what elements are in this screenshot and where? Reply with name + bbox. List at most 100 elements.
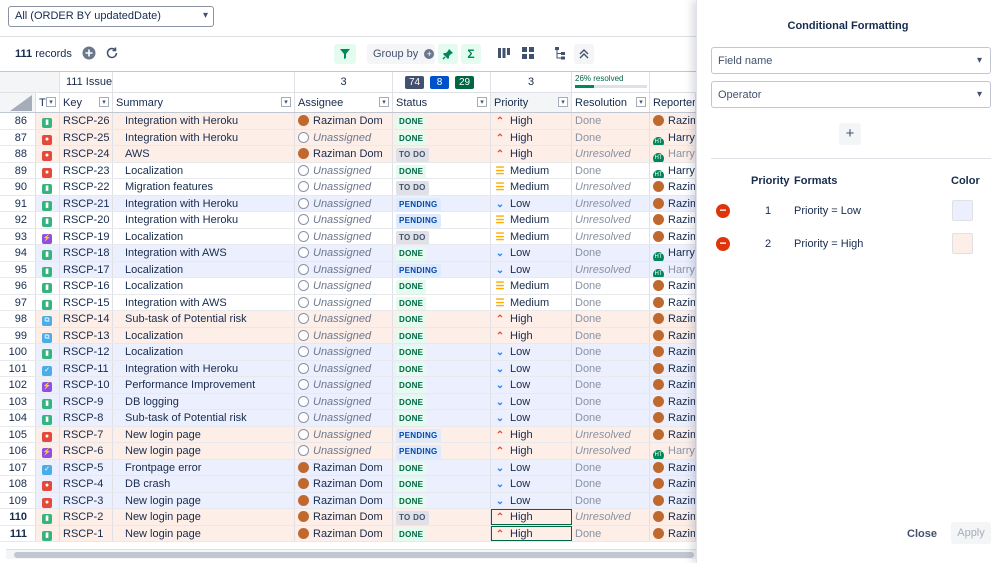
cell-type[interactable]: ▮: [36, 410, 60, 426]
cell-num[interactable]: 99: [0, 327, 36, 343]
table-row[interactable]: 93 ⚡ RSCP-19 Localization Unassigned TO DO ☰ Me…: [0, 228, 696, 245]
remove-icon[interactable]: −: [716, 237, 730, 251]
column-header-assignee[interactable]: Assignee ▾: [295, 93, 393, 112]
cell-num[interactable]: 108: [0, 476, 36, 492]
add-format-button[interactable]: +: [839, 123, 861, 145]
cell-summary[interactable]: New login page: [113, 426, 295, 442]
collapse-icon[interactable]: [574, 44, 594, 64]
cell-summary[interactable]: Migration features: [113, 179, 295, 195]
table-row[interactable]: 102 ⚡ RSCP-10 Performance Improvement Unassi…: [0, 377, 696, 394]
cell-assignee[interactable]: Unassigned: [295, 393, 393, 409]
cell-resolution[interactable]: Done: [572, 162, 650, 178]
cell-summary[interactable]: Performance Improvement: [113, 377, 295, 393]
table-row[interactable]: 108 ● RSCP-4 DB crash Raziman Dom DONE ⌄ Low Don…: [0, 476, 696, 493]
cell-type[interactable]: ⚡: [36, 443, 60, 459]
cell-type[interactable]: ●: [36, 476, 60, 492]
cell-num[interactable]: 104: [0, 410, 36, 426]
cell-status[interactable]: DONE: [393, 393, 491, 409]
cell-num[interactable]: 96: [0, 278, 36, 294]
cell-type[interactable]: ⚡: [36, 228, 60, 244]
cell-key[interactable]: RSCP-26: [60, 113, 113, 129]
field-name-select[interactable]: Field name ▾: [711, 47, 991, 74]
cell-type[interactable]: ●: [36, 162, 60, 178]
filter-icon[interactable]: [334, 44, 356, 64]
cell-key[interactable]: RSCP-6: [60, 443, 113, 459]
cell-key[interactable]: RSCP-1: [60, 525, 113, 541]
cell-summary[interactable]: Sub-task of Potential risk: [113, 410, 295, 426]
cell-priority[interactable]: ⌄ Low: [491, 393, 572, 409]
cell-status[interactable]: DONE: [393, 459, 491, 475]
close-button[interactable]: Close: [907, 528, 937, 540]
cell-summary[interactable]: Localization: [113, 261, 295, 277]
cell-assignee[interactable]: Unassigned: [295, 179, 393, 195]
column-menu-icon[interactable]: ▾: [99, 97, 109, 107]
cell-reporter[interactable]: HT Harry: [650, 443, 696, 459]
cell-status[interactable]: DONE: [393, 278, 491, 294]
cell-status[interactable]: DONE: [393, 492, 491, 508]
column-menu-icon[interactable]: ▾: [379, 97, 389, 107]
cell-reporter[interactable]: HT Harry: [650, 146, 696, 162]
cell-status[interactable]: DONE: [393, 245, 491, 261]
cell-type[interactable]: ▮: [36, 113, 60, 129]
cell-status[interactable]: DONE: [393, 525, 491, 541]
cell-summary[interactable]: Sub-task of Potential risk: [113, 311, 295, 327]
cell-resolution[interactable]: Done: [572, 459, 650, 475]
cell-status[interactable]: PENDING: [393, 426, 491, 442]
cell-priority[interactable]: ⌄ Low: [491, 377, 572, 393]
cell-assignee[interactable]: Raziman Dom: [295, 146, 393, 162]
cell-assignee[interactable]: Unassigned: [295, 212, 393, 228]
cell-num[interactable]: 98: [0, 311, 36, 327]
sum-icon[interactable]: Σ: [461, 44, 481, 64]
table-row[interactable]: 90 ▮ RSCP-22 Migration features Unassigned TO…: [0, 179, 696, 196]
cell-resolution[interactable]: Done: [572, 278, 650, 294]
cell-summary[interactable]: Integration with AWS: [113, 294, 295, 310]
cell-priority[interactable]: ⌃ High: [491, 443, 572, 459]
column-menu-icon[interactable]: ▾: [281, 97, 291, 107]
column-menu-icon[interactable]: ▾: [477, 97, 487, 107]
cell-num[interactable]: 111: [0, 525, 36, 541]
cell-num[interactable]: 100: [0, 344, 36, 360]
cell-assignee[interactable]: Unassigned: [295, 278, 393, 294]
cell-assignee[interactable]: Unassigned: [295, 327, 393, 343]
cell-type[interactable]: ▮: [36, 179, 60, 195]
cell-summary[interactable]: New login page: [113, 509, 295, 525]
table-row[interactable]: 92 ▮ RSCP-20 Integration with Heroku Unassig…: [0, 212, 696, 229]
cell-num[interactable]: 87: [0, 129, 36, 145]
cell-num[interactable]: 105: [0, 426, 36, 442]
cell-reporter[interactable]: Razim: [650, 459, 696, 475]
cell-num[interactable]: 90: [0, 179, 36, 195]
cell-summary[interactable]: DB crash: [113, 476, 295, 492]
cell-status[interactable]: DONE: [393, 410, 491, 426]
cell-type[interactable]: ▮: [36, 393, 60, 409]
cell-priority[interactable]: ☰ Medium: [491, 179, 572, 195]
cell-priority[interactable]: ☰ Medium: [491, 228, 572, 244]
table-row[interactable]: 89 ● RSCP-23 Localization Unassigned DONE ☰ Med…: [0, 162, 696, 179]
cell-priority[interactable]: ⌄ Low: [491, 360, 572, 376]
cell-priority[interactable]: ⌄ Low: [491, 459, 572, 475]
cell-assignee[interactable]: Raziman Dom: [295, 525, 393, 541]
cell-type[interactable]: ▮: [36, 261, 60, 277]
cell-resolution[interactable]: Unresolved: [572, 426, 650, 442]
cell-num[interactable]: 89: [0, 162, 36, 178]
cell-resolution[interactable]: Unresolved: [572, 228, 650, 244]
grid-view-icon[interactable]: [520, 46, 536, 62]
scroll-thumb[interactable]: [14, 552, 694, 558]
table-row[interactable]: 91 ▮ RSCP-21 Integration with Heroku Unassig…: [0, 195, 696, 212]
cell-reporter[interactable]: Razim: [650, 278, 696, 294]
table-row[interactable]: 105 ● RSCP-7 New login page Unassigned PENDIN…: [0, 426, 696, 443]
cell-type[interactable]: ⚡: [36, 377, 60, 393]
cell-assignee[interactable]: Unassigned: [295, 195, 393, 211]
cell-type[interactable]: ▮: [36, 525, 60, 541]
cell-reporter[interactable]: Razim: [650, 393, 696, 409]
cell-summary[interactable]: DB logging: [113, 393, 295, 409]
cell-type[interactable]: ▮: [36, 245, 60, 261]
table-row[interactable]: 110 ▮ RSCP-2 New login page Raziman Dom TO DO…: [0, 509, 696, 526]
cell-summary[interactable]: Localization: [113, 162, 295, 178]
table-row[interactable]: 109 ● RSCP-3 New login page Raziman Dom DONE ⌄…: [0, 492, 696, 509]
cell-key[interactable]: RSCP-15: [60, 294, 113, 310]
cell-key[interactable]: RSCP-8: [60, 410, 113, 426]
cell-num[interactable]: 91: [0, 195, 36, 211]
cell-type[interactable]: ⧉: [36, 327, 60, 343]
cell-reporter[interactable]: HT Harry: [650, 261, 696, 277]
cell-key[interactable]: RSCP-5: [60, 459, 113, 475]
